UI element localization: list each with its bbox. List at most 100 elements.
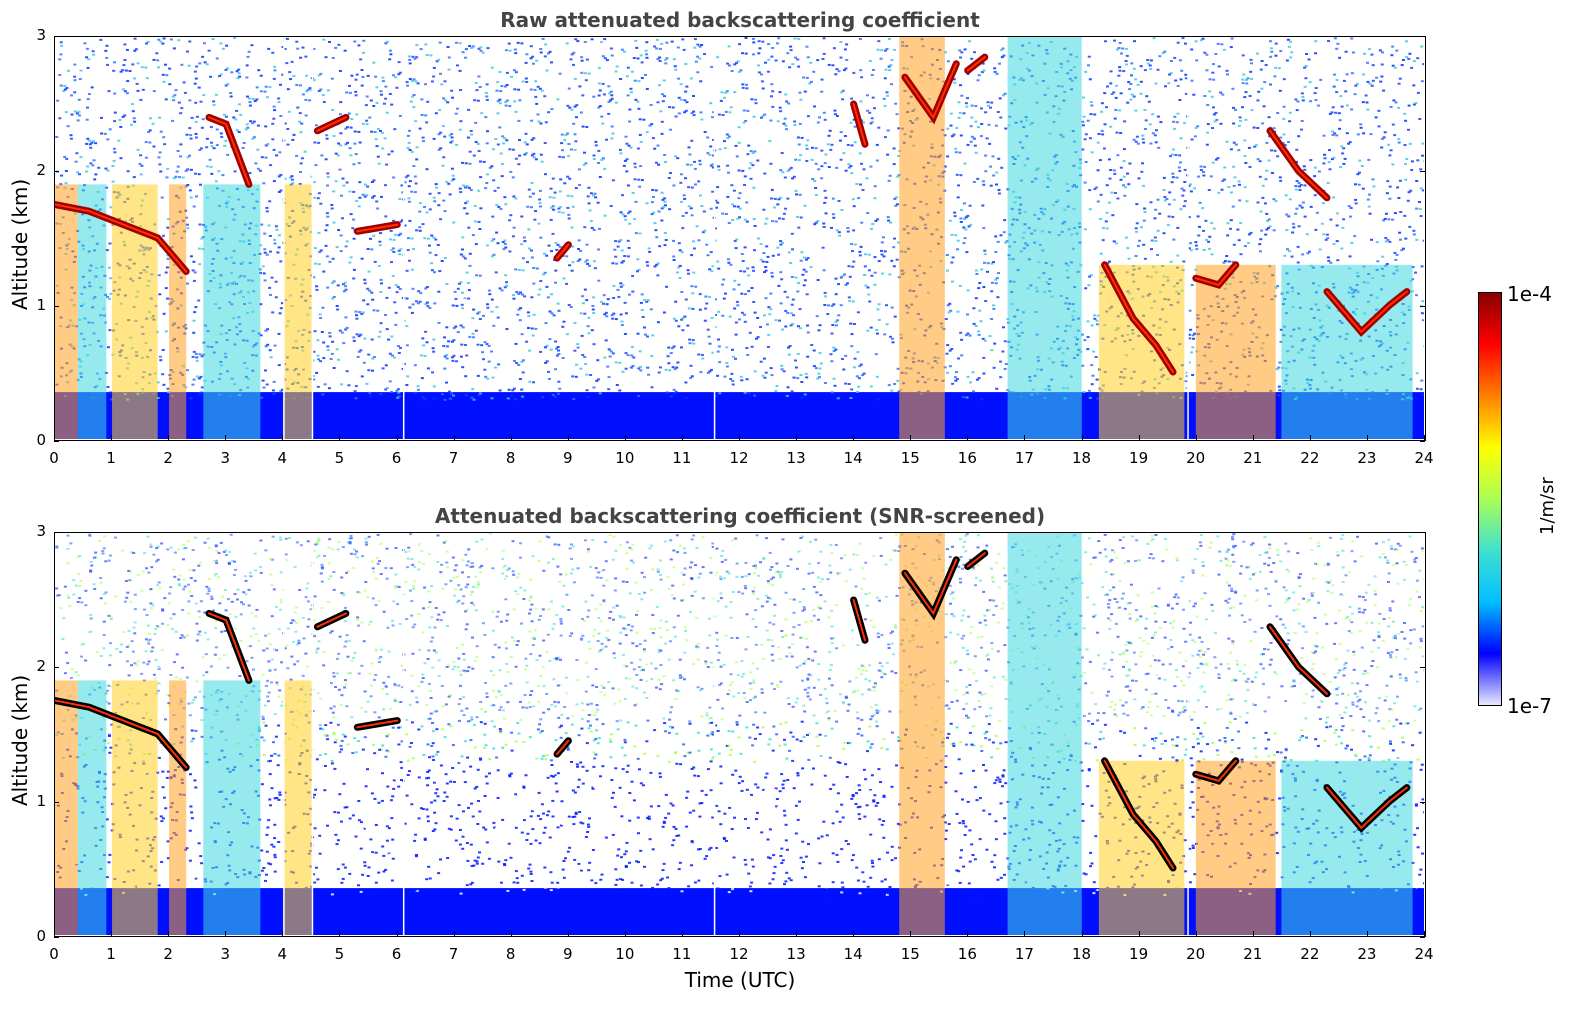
panel-2-xtick-mark — [1195, 931, 1197, 936]
panel-1-xtick-label: 8 — [505, 449, 516, 467]
panel-1-xtick-label: 22 — [1300, 449, 1320, 467]
cloud-layer-edge — [903, 558, 958, 616]
panel-1-xtick-mark — [1081, 435, 1083, 440]
panel-2-xtick-mark — [54, 931, 55, 936]
panel-2-xtick-label: 15 — [900, 945, 920, 963]
aerosol-plume — [203, 680, 261, 935]
panel-1-xtick-mark — [681, 435, 683, 440]
panel-2-xtick-label: 9 — [562, 945, 573, 963]
cloud-layer-edge — [1326, 786, 1408, 830]
data-gap-line — [713, 37, 716, 439]
panel-2-xtick-mark — [225, 931, 227, 936]
panel-2-xtick-mark — [1366, 931, 1368, 936]
aerosol-plume — [283, 184, 312, 439]
panel-2-xtick-mark — [567, 931, 569, 936]
panel-1-ytick-label: 1 — [36, 296, 46, 314]
panel-1-xtick-mark — [1138, 435, 1140, 440]
data-gap-line — [311, 37, 314, 439]
panel-1-xtick-mark — [1024, 435, 1026, 440]
aerosol-plume — [169, 680, 187, 935]
panel-1-xtick-mark — [453, 435, 455, 440]
panel-2-xtick-mark — [111, 931, 113, 936]
aerosol-plume — [1281, 264, 1413, 439]
aerosol-plume — [1281, 760, 1413, 935]
aerosol-plume — [77, 680, 107, 935]
colorbar — [1478, 292, 1502, 706]
cloud-layer-edge — [1194, 759, 1237, 783]
cloud-layer-edge — [903, 62, 958, 120]
data-gap-line — [402, 533, 405, 935]
panel-1-ytick-mark — [54, 306, 59, 307]
panel-1-title: Raw attenuated backscattering coefficien… — [500, 8, 980, 32]
aerosol-plume — [55, 184, 78, 439]
cloud-layer-edge — [356, 719, 399, 729]
panel-2-xtick-label: 6 — [391, 945, 402, 963]
panel-2-xtick-mark — [739, 931, 740, 936]
panel-2-xtick-mark — [681, 931, 683, 936]
panel-1-xtick-mark — [510, 435, 512, 440]
panel-2-ytick-mark — [54, 802, 59, 803]
aerosol-plume — [203, 184, 261, 439]
panel-2-xtick-mark — [168, 931, 170, 936]
panel-1-ytick-mark — [1420, 441, 1425, 442]
panel-2-xtick-label: 20 — [1186, 945, 1206, 963]
cloud-layer-edge — [1269, 129, 1328, 199]
cloud-layer-edge — [1103, 759, 1174, 869]
aerosol-plume — [283, 680, 312, 935]
panel-2-xtick-mark — [1024, 931, 1026, 936]
panel-2-xtick-mark — [396, 931, 398, 936]
cloud-layer-edge — [1103, 263, 1174, 373]
panel-2-ytick-mark — [54, 532, 59, 533]
panel-1-xtick-mark — [1309, 435, 1311, 440]
panel-1-xtick-mark — [1252, 435, 1254, 440]
panel-2-ytick-mark — [1420, 937, 1425, 938]
panel-2-xtick-mark — [1081, 931, 1083, 936]
panel-1-xtick-label: 23 — [1357, 449, 1377, 467]
cloud-layer-edge — [55, 203, 188, 273]
data-gap-line — [311, 533, 314, 935]
panel-1-xtick-label: 1 — [106, 449, 116, 467]
panel-1-xtick-label: 3 — [220, 449, 231, 467]
panel-2-title: Attenuated backscattering coefficient (S… — [434, 504, 1046, 528]
panel-1-xtick-label: 17 — [1014, 449, 1034, 467]
cloud-layer-edge — [1194, 263, 1237, 287]
panel-2-xtick-mark — [796, 931, 798, 936]
panel-1-xtick-mark — [111, 435, 113, 440]
panel-2-ylabel: Altitude (km) — [8, 674, 32, 806]
panel-1-ytick-mark — [54, 441, 59, 442]
panel-2-xtick-mark — [453, 931, 455, 936]
panel-1-xtick-label: 20 — [1186, 449, 1206, 467]
panel-1-ytick-label: 0 — [36, 431, 46, 449]
cloud-layer-edge — [316, 612, 347, 628]
panel-1-ytick-mark — [54, 171, 59, 172]
panel-1-ytick-mark — [1420, 306, 1425, 307]
panel-1-xtick-label: 13 — [786, 449, 806, 467]
panel-2-ytick-label: 0 — [36, 927, 46, 945]
panel-2-xtick-label: 21 — [1243, 945, 1263, 963]
panel-2-ytick-mark — [1420, 532, 1425, 533]
panel-1-ytick-mark — [54, 36, 59, 37]
panel-2-ytick-label: 1 — [36, 792, 46, 810]
panel-1-xtick-mark — [1195, 435, 1197, 440]
cloud-layer — [205, 113, 253, 188]
cloud-layer — [1266, 127, 1331, 202]
panel-1-xtick-mark — [567, 435, 569, 440]
aerosol-plume — [1098, 760, 1185, 935]
panel-2-xtick-label: 10 — [615, 945, 635, 963]
panel-2-heatmap — [55, 533, 1424, 935]
panel-2-xtick-label: 2 — [163, 945, 173, 963]
panel-2-xtick-mark — [282, 931, 284, 936]
aerosol-plume — [1098, 264, 1185, 439]
data-gap-line — [283, 37, 285, 439]
panel-1-xtick-mark — [853, 435, 855, 440]
panel-1-xtick-mark — [910, 435, 912, 440]
panel-2-xtick-label: 17 — [1014, 945, 1034, 963]
cloud-layer-edge — [1269, 625, 1328, 695]
cloud-layer — [1266, 623, 1331, 698]
cloud-layer-edge — [556, 739, 570, 756]
cloud-layer-edge — [852, 599, 866, 642]
panel-2-ytick-mark — [1420, 667, 1425, 668]
panel-1-xtick-label: 21 — [1243, 449, 1263, 467]
panel-1-xtick-label: 19 — [1129, 449, 1149, 467]
panel-2-xtick-label: 19 — [1129, 945, 1149, 963]
